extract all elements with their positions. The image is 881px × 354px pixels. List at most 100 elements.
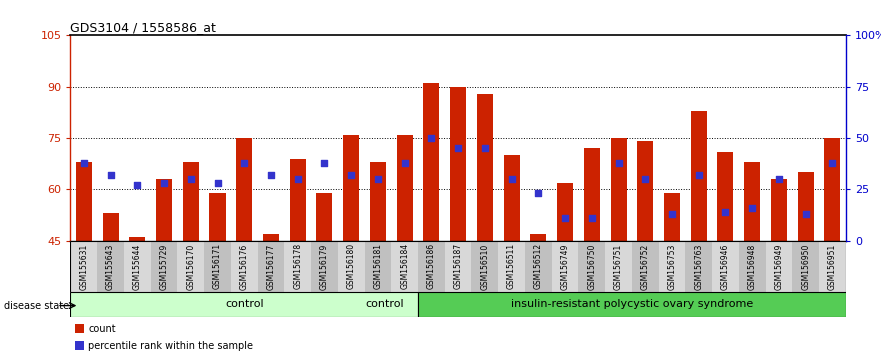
Point [451,145,465,151]
Bar [418,292,846,317]
Bar [102,213,119,241]
Point [478,145,492,151]
Point [317,160,331,166]
Point [371,176,385,182]
Bar [771,179,787,241]
Bar [151,241,177,292]
Text: GSM155729: GSM155729 [159,243,168,290]
Bar [263,234,279,241]
Bar [605,241,632,292]
Text: GSM156763: GSM156763 [694,243,703,290]
Point [585,215,599,221]
Bar [691,111,707,241]
Text: GSM156178: GSM156178 [293,243,302,290]
Point [772,176,786,182]
Bar [124,241,151,292]
Bar [236,138,252,241]
Text: GSM156179: GSM156179 [320,243,329,290]
Bar [744,162,760,241]
Text: GSM156749: GSM156749 [560,243,569,290]
Bar [445,241,471,292]
Bar [231,241,257,292]
Point [397,160,411,166]
Text: GSM156187: GSM156187 [454,243,463,290]
Bar [659,241,685,292]
Bar [130,237,145,241]
Text: GSM156511: GSM156511 [507,243,516,290]
Bar [637,142,654,241]
Point [505,176,519,182]
Bar [530,234,546,241]
Text: GSM156170: GSM156170 [186,243,196,290]
Text: insulin-resistant polycystic ovary syndrome: insulin-resistant polycystic ovary syndr… [511,299,753,309]
Point [638,176,652,182]
Bar [712,241,739,292]
Bar [76,162,92,241]
Text: GSM156949: GSM156949 [774,243,783,290]
Bar [525,241,552,292]
Text: GSM156181: GSM156181 [374,243,382,289]
Bar [584,148,600,241]
Bar [344,135,359,241]
Point [558,215,572,221]
Bar [365,241,391,292]
Text: GSM156946: GSM156946 [721,243,730,290]
Text: GSM156186: GSM156186 [427,243,436,290]
Bar [766,241,792,292]
Point [237,160,251,166]
Bar [391,241,418,292]
Bar [499,241,525,292]
Text: control: control [366,299,403,309]
Text: GSM156951: GSM156951 [828,243,837,290]
Bar [70,292,418,317]
Point [291,176,305,182]
Text: GSM156751: GSM156751 [614,243,623,290]
Point [184,176,198,182]
Point [825,160,840,166]
Bar [504,155,520,241]
Bar [75,324,84,333]
Bar [685,241,712,292]
Point [745,205,759,211]
Bar [204,241,231,292]
Bar [337,241,365,292]
Text: GSM156750: GSM156750 [588,243,596,290]
Point [264,172,278,178]
Text: control: control [225,299,263,309]
Bar [70,241,97,292]
Bar [75,341,84,350]
Bar [257,241,285,292]
Text: GSM156948: GSM156948 [748,243,757,290]
Bar [825,138,840,241]
Point [718,209,732,215]
Bar [611,138,626,241]
Point [665,211,679,217]
Bar [316,193,332,241]
Text: GSM155631: GSM155631 [79,243,88,290]
Bar [182,162,199,241]
Bar [290,159,306,241]
Point [798,211,812,217]
Text: GSM156180: GSM156180 [347,243,356,290]
Bar [557,183,573,241]
Bar [285,241,311,292]
Bar [739,241,766,292]
Bar [717,152,734,241]
Bar [370,162,386,241]
Text: GSM156950: GSM156950 [801,243,811,290]
Point [344,172,359,178]
Text: count: count [88,324,115,333]
Bar [396,135,412,241]
Point [157,181,171,186]
Point [211,181,225,186]
Text: GSM156184: GSM156184 [400,243,409,290]
Bar [97,241,124,292]
Point [77,160,91,166]
Bar [664,193,680,241]
Point [425,135,439,141]
Point [104,172,118,178]
Point [611,160,626,166]
Text: disease state: disease state [4,301,69,310]
Text: GSM155644: GSM155644 [133,243,142,290]
Bar [177,241,204,292]
